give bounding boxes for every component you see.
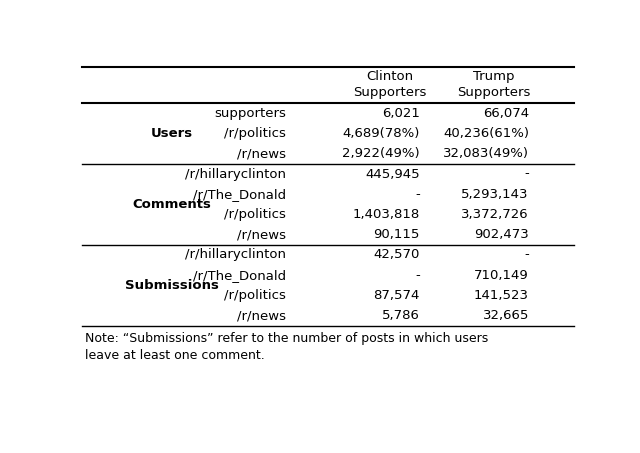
Text: 87,574: 87,574 [373,289,420,302]
Text: /r/hillaryclinton: /r/hillaryclinton [185,168,286,180]
Text: -: - [524,248,529,261]
Text: 66,074: 66,074 [483,107,529,120]
Text: 32,083(49%): 32,083(49%) [443,147,529,160]
Text: supporters: supporters [214,107,286,120]
Text: 3,372,726: 3,372,726 [461,208,529,221]
Text: -: - [524,168,529,180]
Text: 4,689(78%): 4,689(78%) [342,127,420,140]
Text: 141,523: 141,523 [474,289,529,302]
Text: /r/The_Donald: /r/The_Donald [193,188,286,201]
Text: Submissions: Submissions [125,279,219,292]
Text: 445,945: 445,945 [365,168,420,180]
Text: 40,236(61%): 40,236(61%) [443,127,529,140]
Text: /r/hillaryclinton: /r/hillaryclinton [185,248,286,261]
Text: Note: “Submissions” refer to the number of posts in which users
leave at least o: Note: “Submissions” refer to the number … [85,332,488,362]
Text: /r/politics: /r/politics [224,127,286,140]
Text: 5,293,143: 5,293,143 [461,188,529,201]
Text: 42,570: 42,570 [373,248,420,261]
Text: 902,473: 902,473 [474,228,529,241]
Text: 5,786: 5,786 [382,309,420,322]
Text: /r/The_Donald: /r/The_Donald [193,269,286,282]
Text: Clinton
Supporters: Clinton Supporters [353,70,427,99]
Text: 1,403,818: 1,403,818 [353,208,420,221]
Text: /r/politics: /r/politics [224,289,286,302]
Text: 90,115: 90,115 [373,228,420,241]
Text: 6,021: 6,021 [382,107,420,120]
Text: -: - [415,188,420,201]
Text: /r/news: /r/news [237,147,286,160]
Text: Trump
Supporters: Trump Supporters [458,70,531,99]
Text: 710,149: 710,149 [474,269,529,282]
Text: Comments: Comments [132,198,211,211]
Text: 32,665: 32,665 [483,309,529,322]
Text: /r/politics: /r/politics [224,208,286,221]
Text: 2,922(49%): 2,922(49%) [342,147,420,160]
Text: Users: Users [150,127,193,140]
Text: -: - [415,269,420,282]
Text: /r/news: /r/news [237,309,286,322]
Text: /r/news: /r/news [237,228,286,241]
